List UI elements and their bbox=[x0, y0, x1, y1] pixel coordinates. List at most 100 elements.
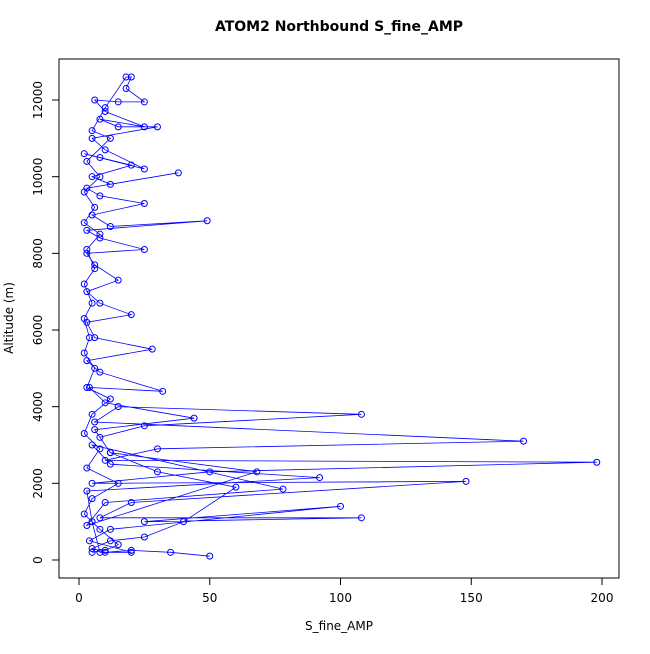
data-point bbox=[80, 188, 88, 196]
data-point bbox=[91, 203, 99, 211]
data-point bbox=[83, 246, 91, 254]
data-point bbox=[91, 261, 99, 269]
y-axis-label: Altitude (m) bbox=[2, 282, 16, 354]
data-point bbox=[140, 200, 148, 208]
data-point bbox=[203, 217, 211, 225]
data-point bbox=[232, 483, 240, 491]
data-point bbox=[114, 403, 122, 411]
data-point bbox=[101, 498, 109, 506]
data-point bbox=[80, 510, 88, 518]
data-point bbox=[80, 349, 88, 357]
x-tick-label: 0 bbox=[75, 591, 83, 605]
data-point bbox=[106, 180, 114, 188]
x-tick-label: 150 bbox=[460, 591, 483, 605]
data-point bbox=[83, 288, 91, 296]
data-point bbox=[462, 477, 470, 485]
data-point bbox=[140, 246, 148, 254]
data-point bbox=[174, 169, 182, 177]
data-point bbox=[140, 165, 148, 173]
data-point bbox=[127, 546, 135, 554]
series-line bbox=[83, 76, 597, 557]
data-point bbox=[122, 73, 130, 81]
data-point bbox=[101, 108, 109, 116]
data-point bbox=[357, 410, 365, 418]
data-point bbox=[180, 518, 188, 526]
data-point bbox=[153, 445, 161, 453]
data-point bbox=[253, 468, 261, 476]
data-point bbox=[83, 383, 91, 391]
data-point bbox=[357, 514, 365, 522]
data-point bbox=[114, 98, 122, 106]
data-point bbox=[122, 85, 130, 93]
data-point bbox=[114, 276, 122, 284]
data-point bbox=[85, 334, 93, 342]
data-point bbox=[140, 123, 148, 131]
data-point bbox=[88, 441, 96, 449]
data-point bbox=[83, 157, 91, 165]
data-point bbox=[127, 161, 135, 169]
data-point bbox=[96, 115, 104, 123]
x-tick-label: 50 bbox=[202, 591, 217, 605]
data-point bbox=[96, 368, 104, 376]
data-point bbox=[96, 299, 104, 307]
plot-frame bbox=[58, 58, 620, 579]
data-point bbox=[88, 544, 96, 552]
data-point bbox=[80, 315, 88, 322]
data-point bbox=[206, 468, 214, 476]
data-point bbox=[101, 399, 109, 407]
data-point bbox=[80, 280, 88, 288]
data-point bbox=[96, 230, 104, 238]
data-point bbox=[88, 548, 96, 556]
data-point bbox=[91, 265, 99, 273]
data-point bbox=[106, 449, 114, 457]
data-point bbox=[80, 429, 88, 437]
data-point bbox=[88, 299, 96, 307]
data-point bbox=[88, 173, 96, 181]
data-point bbox=[96, 154, 104, 162]
data-point bbox=[316, 474, 324, 482]
y-tick-label: 6000 bbox=[31, 315, 45, 346]
data-point bbox=[96, 525, 104, 533]
y-tick-label: 8000 bbox=[31, 238, 45, 269]
data-point bbox=[91, 426, 99, 434]
data-point bbox=[114, 123, 122, 131]
data-point bbox=[85, 383, 93, 391]
data-point bbox=[114, 479, 122, 487]
data-point bbox=[101, 456, 109, 464]
data-point bbox=[206, 552, 214, 560]
data-point bbox=[96, 433, 104, 441]
data-point bbox=[337, 502, 345, 510]
data-point bbox=[106, 525, 114, 533]
data-point bbox=[153, 123, 161, 131]
data-point bbox=[127, 498, 135, 506]
y-tick-label: 12000 bbox=[31, 81, 45, 119]
data-point bbox=[279, 485, 287, 493]
data-point bbox=[91, 334, 99, 342]
data-point bbox=[91, 364, 99, 372]
data-point bbox=[96, 192, 104, 200]
data-point bbox=[88, 410, 96, 418]
y-tick-label: 0 bbox=[31, 556, 45, 564]
x-axis-label: S_fine_AMP bbox=[305, 619, 373, 633]
data-point bbox=[140, 98, 148, 106]
data-point bbox=[520, 437, 528, 445]
data-point bbox=[593, 458, 601, 466]
data-point bbox=[106, 223, 114, 231]
data-point bbox=[106, 537, 114, 545]
data-point bbox=[91, 96, 99, 104]
x-tick-label: 100 bbox=[329, 591, 352, 605]
data-point bbox=[140, 422, 148, 430]
y-tick-label: 4000 bbox=[31, 391, 45, 422]
data-point bbox=[83, 357, 91, 365]
data-point bbox=[88, 134, 96, 142]
data-point bbox=[80, 150, 88, 158]
data-point bbox=[83, 464, 91, 472]
y-tick-label: 10000 bbox=[31, 158, 45, 196]
data-point bbox=[96, 514, 104, 522]
data-point bbox=[96, 234, 104, 242]
data-point bbox=[190, 414, 198, 422]
data-point bbox=[167, 548, 175, 556]
x-tick-label: 200 bbox=[591, 591, 614, 605]
data-point bbox=[83, 521, 91, 529]
